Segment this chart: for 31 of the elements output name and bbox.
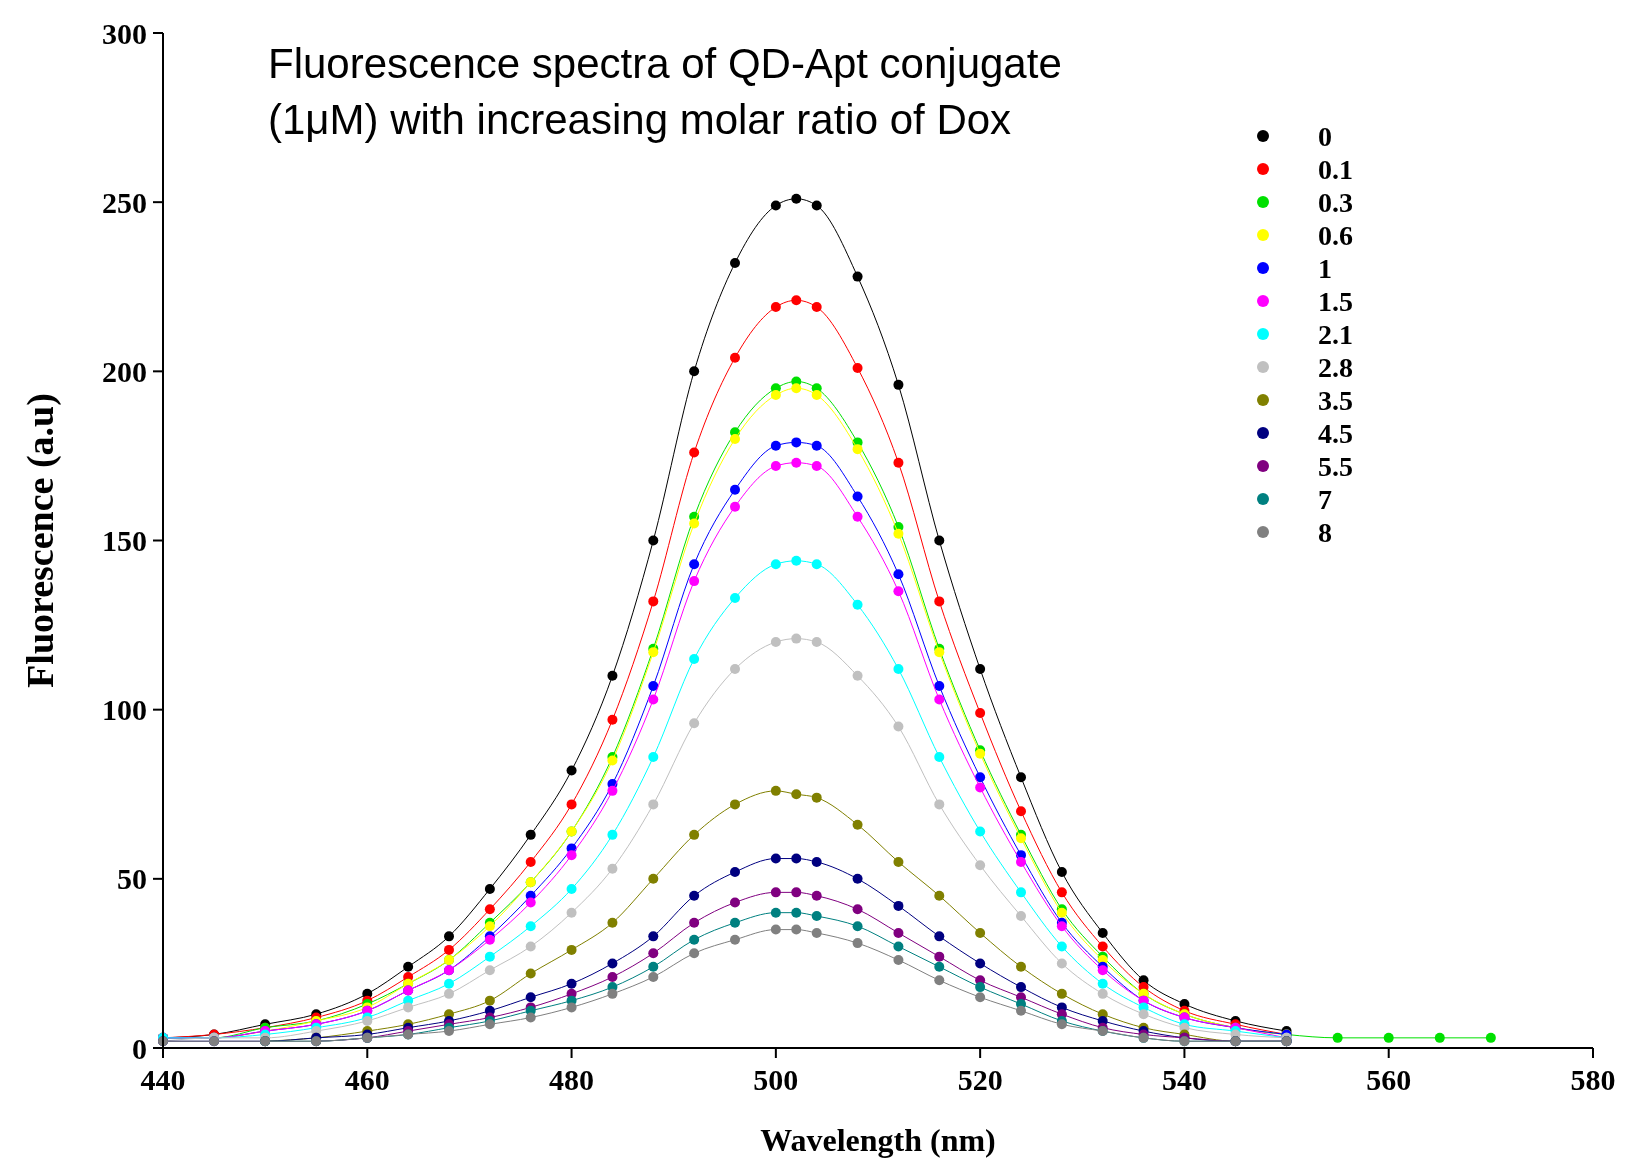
legend-label: 5.5 [1318,450,1353,482]
text: Fluorescence spectra of QD-Apt conjugate (1μM) with increasing molar ratio of Dox [268,40,1062,143]
x-tick-label: 440 [140,1063,186,1096]
x-tick-label: 460 [344,1063,390,1096]
y-tick-label: 300 [102,16,147,50]
legend-label: 1.5 [1318,285,1353,317]
x-axis-title: Wavelength (nm) [760,1122,996,1158]
legend-label: 2.8 [1318,351,1353,383]
x-tick-label: 500 [753,1063,799,1096]
legend-label: 0.3 [1318,186,1353,218]
x-tick-label: 580 [1570,1063,1616,1096]
x-tick-label: 540 [1161,1063,1207,1096]
x-tick-label: 480 [549,1063,595,1096]
legend-label: 0.1 [1318,153,1353,185]
x-tick-label: 560 [1366,1063,1412,1096]
legend-label: 8 [1318,516,1332,548]
y-tick-label: 0 [132,1031,147,1065]
y-tick-label: 150 [102,524,147,557]
y-axis-title: Fluorescence (a.u) [19,393,62,688]
legend-label: 1 [1318,252,1332,284]
y-tick-label: 100 [102,693,147,727]
legend-label: 0 [1318,120,1332,152]
y-tick-label: 200 [102,354,147,388]
y-tick-label: 50 [117,862,147,896]
legend-label: 4.5 [1318,417,1353,449]
legend-label: 0.6 [1318,219,1353,251]
legend-label: 7 [1318,483,1332,515]
y-tick-label: 250 [102,185,147,219]
x-tick-label: 520 [957,1063,1003,1096]
legend-label: 3.5 [1318,384,1353,416]
legend-label: 2.1 [1318,318,1353,350]
